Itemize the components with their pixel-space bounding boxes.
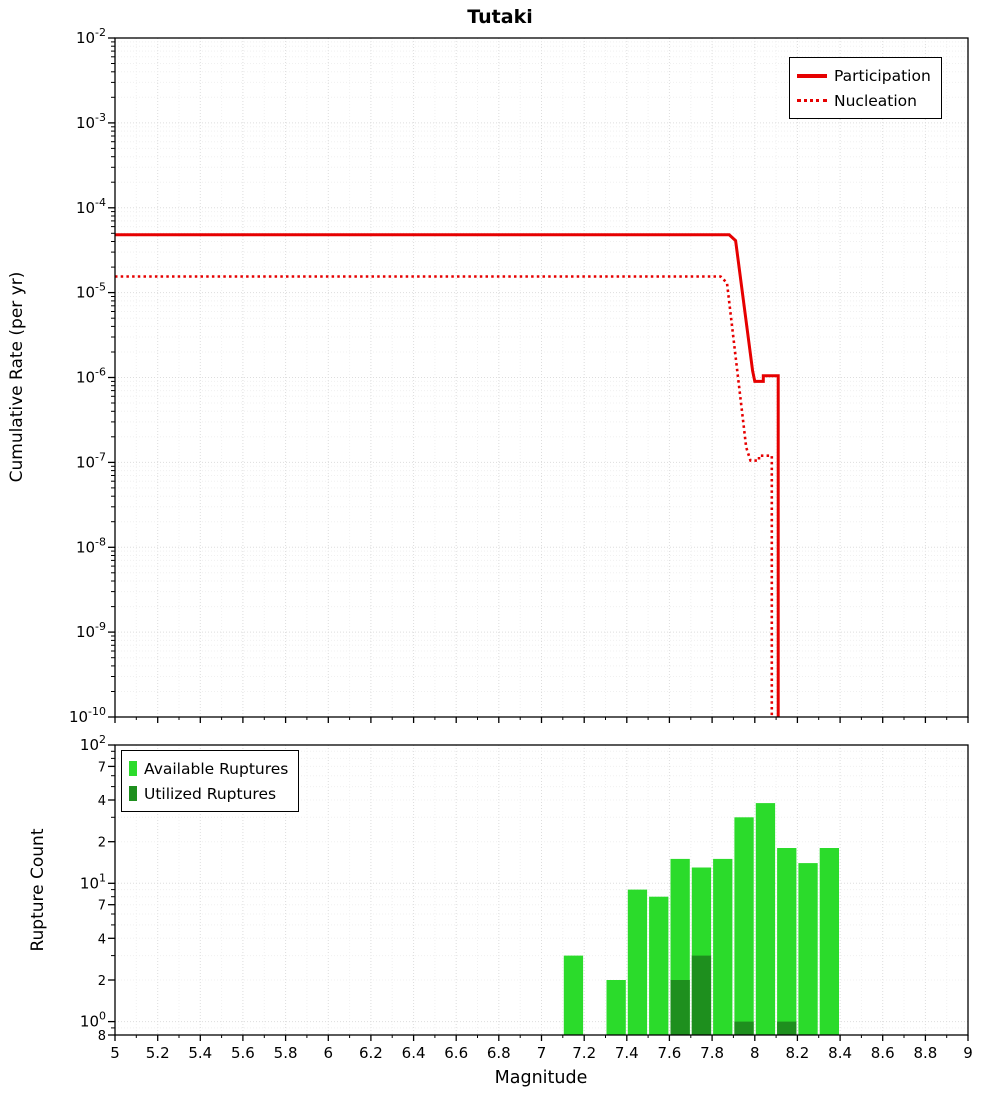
series-participation-line [115, 233, 780, 717]
series-nucleation-line [115, 275, 774, 717]
x-tick-label: 6.2 [359, 1044, 383, 1062]
x-tick-label: 6 [324, 1044, 334, 1062]
y-tick-label: 7 [98, 899, 106, 914]
x-tick-label: 6.4 [402, 1044, 426, 1062]
y-tick-label: 101 [80, 871, 106, 892]
utilized-ruptures-bar [670, 980, 690, 1035]
y-tick-label: 102 [80, 733, 106, 754]
y-tick-label: 10-4 [76, 196, 106, 217]
x-tick-label: 7.8 [700, 1044, 724, 1062]
available-ruptures-bar [777, 848, 797, 1035]
available-ruptures-bar [563, 955, 584, 1035]
y-tick-label: 4 [98, 794, 106, 809]
x-tick-label: 5.6 [231, 1044, 255, 1062]
x-axis-label-magnitude: Magnitude [494, 1068, 588, 1088]
x-tick-label: 7.6 [657, 1044, 681, 1062]
y-tick-label: 7 [98, 760, 106, 775]
y-tick-label: 10-7 [76, 450, 106, 471]
y-tick-label: 8 [98, 1029, 106, 1044]
x-tick-label: 8 [750, 1044, 760, 1062]
utilized-legend-label: Utilized Ruptures [144, 784, 277, 803]
y-tick-label: 10-8 [76, 535, 106, 556]
x-tick-label: 6.6 [444, 1044, 468, 1062]
chart-title: Tutaki [467, 6, 533, 28]
rupture-legend: Available Ruptures Utilized Ruptures [121, 750, 300, 812]
available-ruptures-bar [606, 980, 626, 1035]
available-ruptures-swatch [129, 761, 137, 776]
y-tick-label: 10-6 [76, 366, 106, 387]
legend-row-participation: Participation [797, 63, 931, 88]
available-ruptures-bar [798, 863, 818, 1035]
participation-legend-label: Participation [834, 66, 931, 85]
legend-row-available: Available Ruptures [129, 756, 288, 781]
utilized-ruptures-bar [734, 1021, 754, 1035]
utilized-ruptures-bar [691, 955, 712, 1035]
legend-row-nucleation: Nucleation [797, 88, 931, 113]
y-tick-label: 10-10 [69, 705, 106, 726]
available-ruptures-bar [627, 889, 648, 1035]
x-tick-label: 5.2 [146, 1044, 170, 1062]
y-tick-label: 10-5 [76, 281, 106, 302]
x-tick-label: 7.4 [615, 1044, 639, 1062]
available-ruptures-bar [713, 858, 733, 1035]
y-tick-label: 4 [98, 932, 106, 947]
x-tick-label: 6.8 [487, 1044, 511, 1062]
top-panel-series [115, 233, 780, 717]
x-tick-label: 5.8 [274, 1044, 298, 1062]
y-tick-label: 2 [98, 836, 106, 851]
top-panel-axis: 10-2 10-3 10-4 10-5 10-6 10-7 10-8 10-9 10-10 [69, 26, 969, 726]
legend-row-utilized: Utilized Ruptures [129, 781, 288, 806]
nucleation-line-swatch [797, 99, 827, 102]
available-ruptures-bar [819, 848, 839, 1035]
x-tick-label: 8.6 [871, 1044, 895, 1062]
utilized-ruptures-bar [777, 1021, 797, 1035]
y-tick-label: 10-2 [76, 26, 106, 47]
utilized-ruptures-swatch [129, 786, 137, 801]
y-tick-label: 100 [80, 1010, 106, 1031]
x-tick-label: 8.2 [785, 1044, 809, 1062]
x-tick-label: 5.4 [188, 1044, 212, 1062]
nucleation-legend-label: Nucleation [834, 91, 917, 110]
top-panel-grid [115, 38, 968, 717]
x-tick-label: 8.8 [913, 1044, 937, 1062]
x-tick-label: 7.2 [572, 1044, 596, 1062]
available-ruptures-bar [734, 817, 754, 1035]
y-tick-label: 10-3 [76, 111, 106, 132]
available-ruptures-bar [649, 896, 669, 1035]
available-legend-label: Available Ruptures [144, 759, 289, 778]
rate-legend: Participation Nucleation [789, 57, 942, 119]
x-tick-label: 7 [537, 1044, 547, 1062]
bottom-panel-bars [563, 803, 839, 1035]
x-tick-label: 9 [963, 1044, 973, 1062]
participation-line-swatch [797, 73, 827, 78]
available-ruptures-bar [755, 803, 776, 1035]
x-tick-label: 5 [110, 1044, 120, 1062]
y-tick-label: 10-9 [76, 620, 106, 641]
x-tick-label: 8.4 [828, 1044, 852, 1062]
y-tick-label: 2 [98, 974, 106, 989]
